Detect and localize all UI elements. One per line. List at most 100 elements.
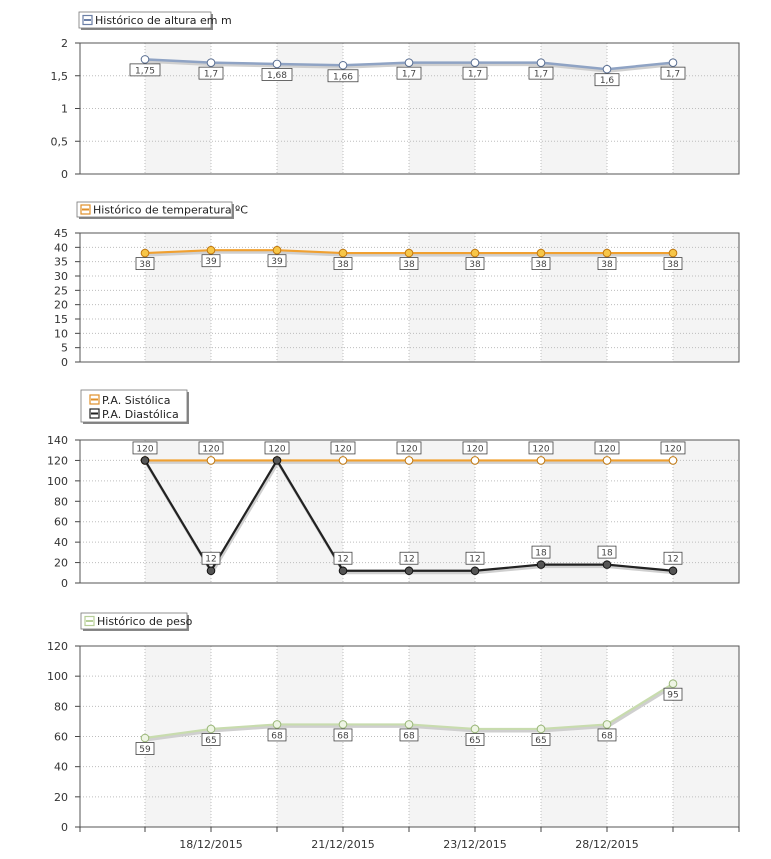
plot-band [277,646,343,827]
plot-band [673,233,739,362]
y-tick-label: 1 [61,103,68,116]
data-point [470,724,480,734]
legend-label: P.A. Sistólica [102,394,170,407]
data-point [140,248,150,258]
data-label-box [201,551,221,565]
plot-band [673,646,739,827]
data-label: 12 [403,555,414,565]
data-label: 18 [601,549,613,559]
y-tick-label: 80 [54,700,68,713]
data-point [404,720,414,729]
data-label-box [261,68,293,81]
data-label-box [399,257,419,270]
data-label-box [264,441,290,455]
data-label: 1,7 [468,70,482,80]
data-label: 120 [334,444,351,454]
plot-frame [79,42,740,175]
y-tick-label: 0 [61,168,68,181]
data-label: 1,7 [204,70,218,80]
data-label: 1,75 [135,66,155,76]
x-tick-label: 28/12/2015 [575,838,638,851]
data-label-box [132,441,158,455]
y-tick-label: 40 [54,536,68,549]
data-label-box [528,66,554,80]
data-label: 120 [664,444,681,454]
data-label: 120 [400,444,417,454]
data-point [602,720,612,729]
data-label-box [597,545,617,559]
data-label-box [333,551,353,565]
data-point [602,560,612,569]
y-tick-label: 0,5 [51,135,69,148]
data-label: 38 [139,260,151,270]
legend-box [76,201,233,218]
data-point [470,248,480,258]
legend-label: Histórico de peso [97,615,193,628]
data-label-box [663,551,683,565]
data-label-box [129,63,161,77]
data-label-box [330,441,356,455]
data-label: 65 [469,736,480,746]
data-label: 38 [403,260,415,270]
data-point [338,60,348,70]
data-label: 1,7 [534,70,548,80]
data-point [338,720,348,729]
data-label-box [198,66,224,80]
data-point [536,724,546,734]
data-label-box [597,728,617,742]
data-label-box [465,551,485,565]
data-label-box [333,728,353,742]
data-label: 59 [139,745,151,755]
data-label: 12 [667,555,678,565]
data-point [404,566,414,576]
data-point [602,64,612,74]
data-label-box [663,687,683,701]
data-label-box [396,441,422,455]
data-label: 1,7 [666,70,680,80]
data-label: 38 [667,260,679,270]
data-label: 39 [205,257,217,267]
data-label-box [594,441,620,455]
data-label: 68 [601,731,613,741]
y-tick-label: 0 [61,821,68,834]
data-label: 95 [667,691,678,701]
data-label: 120 [532,444,549,454]
x-tick-label: 21/12/2015 [311,838,374,851]
data-point [668,566,678,576]
data-point [602,248,612,258]
y-tick-label: 40 [54,241,68,254]
data-label-box [531,545,551,559]
y-tick-label: 100 [47,670,68,683]
data-label-box [399,551,419,565]
data-point [272,456,282,465]
legend-box [80,612,188,630]
chart-1: 0 0,5 1 1,5 2 1,75 1,7 1,68 1,66 1,7 1,7 1,7 1,6 1,7 H… [51,11,740,181]
data-point [470,58,480,67]
y-tick-label: 40 [54,761,68,774]
chart-4: 0 20 40 60 80 100 120 18/12/2015 21/12/2015 23/12… [47,612,740,851]
plot-frame [79,439,740,584]
y-tick-label: 80 [54,495,68,508]
legend-label: Histórico de altura em m [95,14,232,27]
data-label-box [135,257,155,270]
data-label-box [333,257,353,270]
data-label-box [462,441,488,455]
data-label-box [594,73,620,87]
data-point [272,245,282,255]
data-point [536,58,546,67]
y-tick-label: 100 [47,475,68,488]
data-label-box [465,257,485,270]
y-tick-label: 120 [47,454,68,467]
data-point [272,720,282,729]
data-point [206,58,216,67]
data-label: 1,7 [402,70,416,80]
plot-band [673,43,739,174]
plot-band [673,440,739,583]
data-label-box [267,254,287,268]
data-label: 38 [535,260,547,270]
data-label: 38 [337,260,349,270]
y-tick-label: 2 [61,37,68,50]
y-tick-label: 20 [54,791,68,804]
x-tick-label: 18/12/2015 [179,838,242,851]
